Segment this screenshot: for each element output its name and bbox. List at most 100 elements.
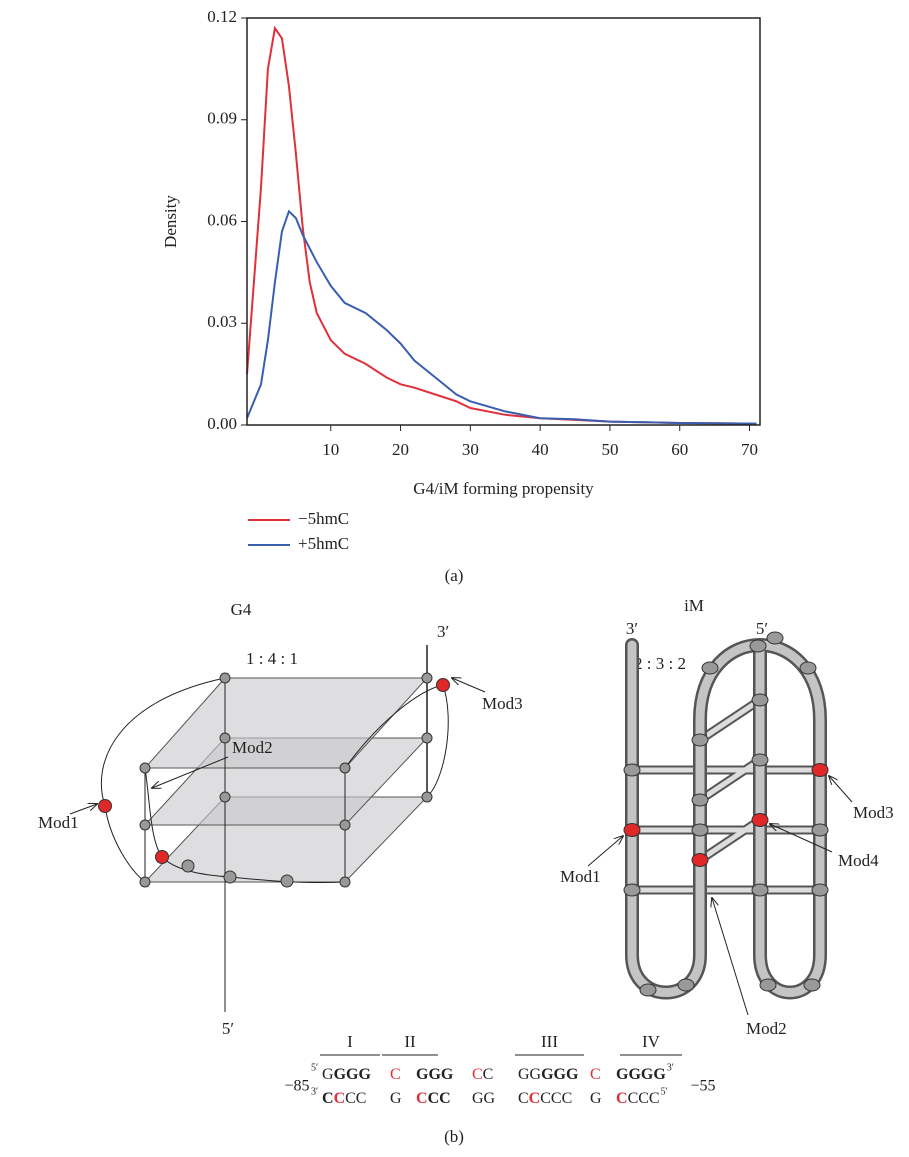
arrow — [152, 756, 229, 788]
sequence-word: CC — [472, 1066, 493, 1083]
nucleotides — [623, 631, 829, 997]
sequence-word: GGGGG — [518, 1066, 579, 1083]
arrow — [712, 898, 749, 1016]
mod-label: Mod2 — [232, 738, 273, 757]
nucleotide: GGG — [334, 1066, 372, 1083]
sequence-word: C — [590, 1066, 601, 1083]
x-tick-label: 70 — [741, 440, 758, 459]
nucleotide: C — [390, 1066, 401, 1083]
prime: 3′ — [667, 1062, 674, 1073]
nucleotide: GG — [472, 1090, 496, 1107]
nucleotide: G — [390, 1090, 402, 1107]
rungs — [632, 696, 820, 895]
nucleotide: CC — [428, 1090, 451, 1107]
mod-label: Mod3 — [853, 803, 894, 822]
prime: 5′ — [661, 1086, 668, 1097]
g4-5prime: 5′ — [222, 1019, 234, 1038]
im-3prime: 3′ — [626, 619, 638, 638]
im-ratio: 2 : 3 : 2 — [634, 654, 686, 673]
y-tick-label: 0.09 — [207, 109, 237, 128]
nucleotide: C — [334, 1090, 346, 1107]
nucleotide: G — [590, 1090, 602, 1107]
mod-label: Mod4 — [838, 851, 879, 870]
loop — [100, 677, 226, 883]
sequence-word: GGGG — [616, 1066, 666, 1083]
nucleotide: GGG — [416, 1066, 454, 1083]
prime: 3′ — [311, 1086, 318, 1097]
density-chart: 0.00 0.03 0.06 0.09 0.12 10 20 30 40 50 60 70 G4/iM … — [161, 7, 761, 553]
panel-label: (a) — [445, 566, 464, 585]
nucleotide: C — [529, 1090, 541, 1107]
mod-label: Mod2 — [746, 1019, 787, 1038]
arrow — [587, 836, 623, 867]
g4-diagram: G4 3′ 1 : 4 : 1 Mod1 Mod2 Mod3 5′ — [38, 600, 523, 1038]
domain-label: IV — [642, 1032, 661, 1051]
plot-frame — [246, 17, 761, 426]
sequence-word: CCC — [416, 1090, 451, 1107]
sequence: I II III IV5′ GGGG C GGG CC GGGGG C GGGG 3′3′ CCCC G C… — [284, 1032, 715, 1107]
nucleotide: GG — [518, 1066, 542, 1083]
x-tick-label: 20 — [392, 440, 409, 459]
x-axis-label: G4/iM forming propensity — [413, 479, 594, 498]
nucleotide: GGGG — [616, 1066, 666, 1083]
domain-label: II — [404, 1032, 416, 1051]
im-title: iM — [684, 596, 704, 615]
y-axis-label: Density — [161, 195, 180, 248]
x-tick-label: 10 — [322, 440, 339, 459]
legend-label: +5hmC — [298, 534, 349, 553]
nucleotide: G — [322, 1066, 334, 1083]
arrow — [829, 776, 853, 803]
y-tick-label: 0.00 — [207, 414, 237, 433]
legend-label: −5hmC — [298, 509, 349, 528]
nucleotide: C — [483, 1066, 494, 1083]
panel-label: (b) — [444, 1127, 464, 1146]
sequence-word: CCCC — [322, 1090, 366, 1107]
position-end: −55 — [690, 1078, 715, 1095]
nucleotide: CCC — [628, 1090, 660, 1107]
y-tick-label: 0.06 — [207, 210, 237, 229]
mod-label: Mod3 — [482, 694, 523, 713]
nucleotide: C — [590, 1066, 601, 1083]
sequence-word: G — [390, 1090, 402, 1107]
line-series — [246, 25, 757, 425]
strand-fill — [627, 640, 825, 997]
nucleotide: C — [616, 1090, 628, 1107]
prime: 5′ — [311, 1062, 318, 1073]
sequence-word: GG — [472, 1090, 496, 1107]
domain-label: I — [347, 1032, 353, 1051]
nucleotide: C — [322, 1090, 334, 1107]
nucleotide: CC — [345, 1090, 366, 1107]
y-tick-label: 0.12 — [207, 7, 237, 26]
sequence-word: CCCCC — [518, 1090, 572, 1107]
mod-label: Mod1 — [560, 867, 601, 886]
nucleotide: CCC — [540, 1090, 572, 1107]
y-tick-label: 0.03 — [207, 312, 237, 331]
g4-ratio: 1 : 4 : 1 — [246, 649, 298, 668]
sequence-word: C — [390, 1066, 401, 1083]
g4-title: G4 — [231, 600, 252, 619]
arrow — [452, 678, 486, 693]
strand — [625, 638, 827, 1000]
sequence-word: GGGG — [322, 1066, 371, 1083]
x-tick-label: 50 — [601, 440, 618, 459]
sequence-word: CCCC — [616, 1090, 660, 1107]
nucleotide: C — [518, 1090, 529, 1107]
line-series — [246, 209, 757, 425]
nucleotides — [98, 672, 450, 888]
sequence-word: G — [590, 1090, 602, 1107]
im-diagram: iM 3′ 5′ 2 : 3 : 2 Mod1 Mod2 Mod3 — [560, 596, 894, 1038]
nucleotide: C — [472, 1066, 483, 1083]
nucleotide: C — [416, 1090, 428, 1107]
x-tick-label: 30 — [462, 440, 479, 459]
domain-label: III — [541, 1032, 558, 1051]
g4-3prime: 3′ — [437, 622, 449, 641]
sequence-word: GGG — [416, 1066, 454, 1083]
x-tick-label: 60 — [671, 440, 688, 459]
position-start: −85 — [284, 1078, 309, 1095]
mod-label: Mod1 — [38, 813, 79, 832]
x-tick-label: 40 — [532, 440, 549, 459]
nucleotide: GGG — [541, 1066, 579, 1083]
arrow — [69, 804, 97, 815]
arrow — [770, 824, 833, 853]
